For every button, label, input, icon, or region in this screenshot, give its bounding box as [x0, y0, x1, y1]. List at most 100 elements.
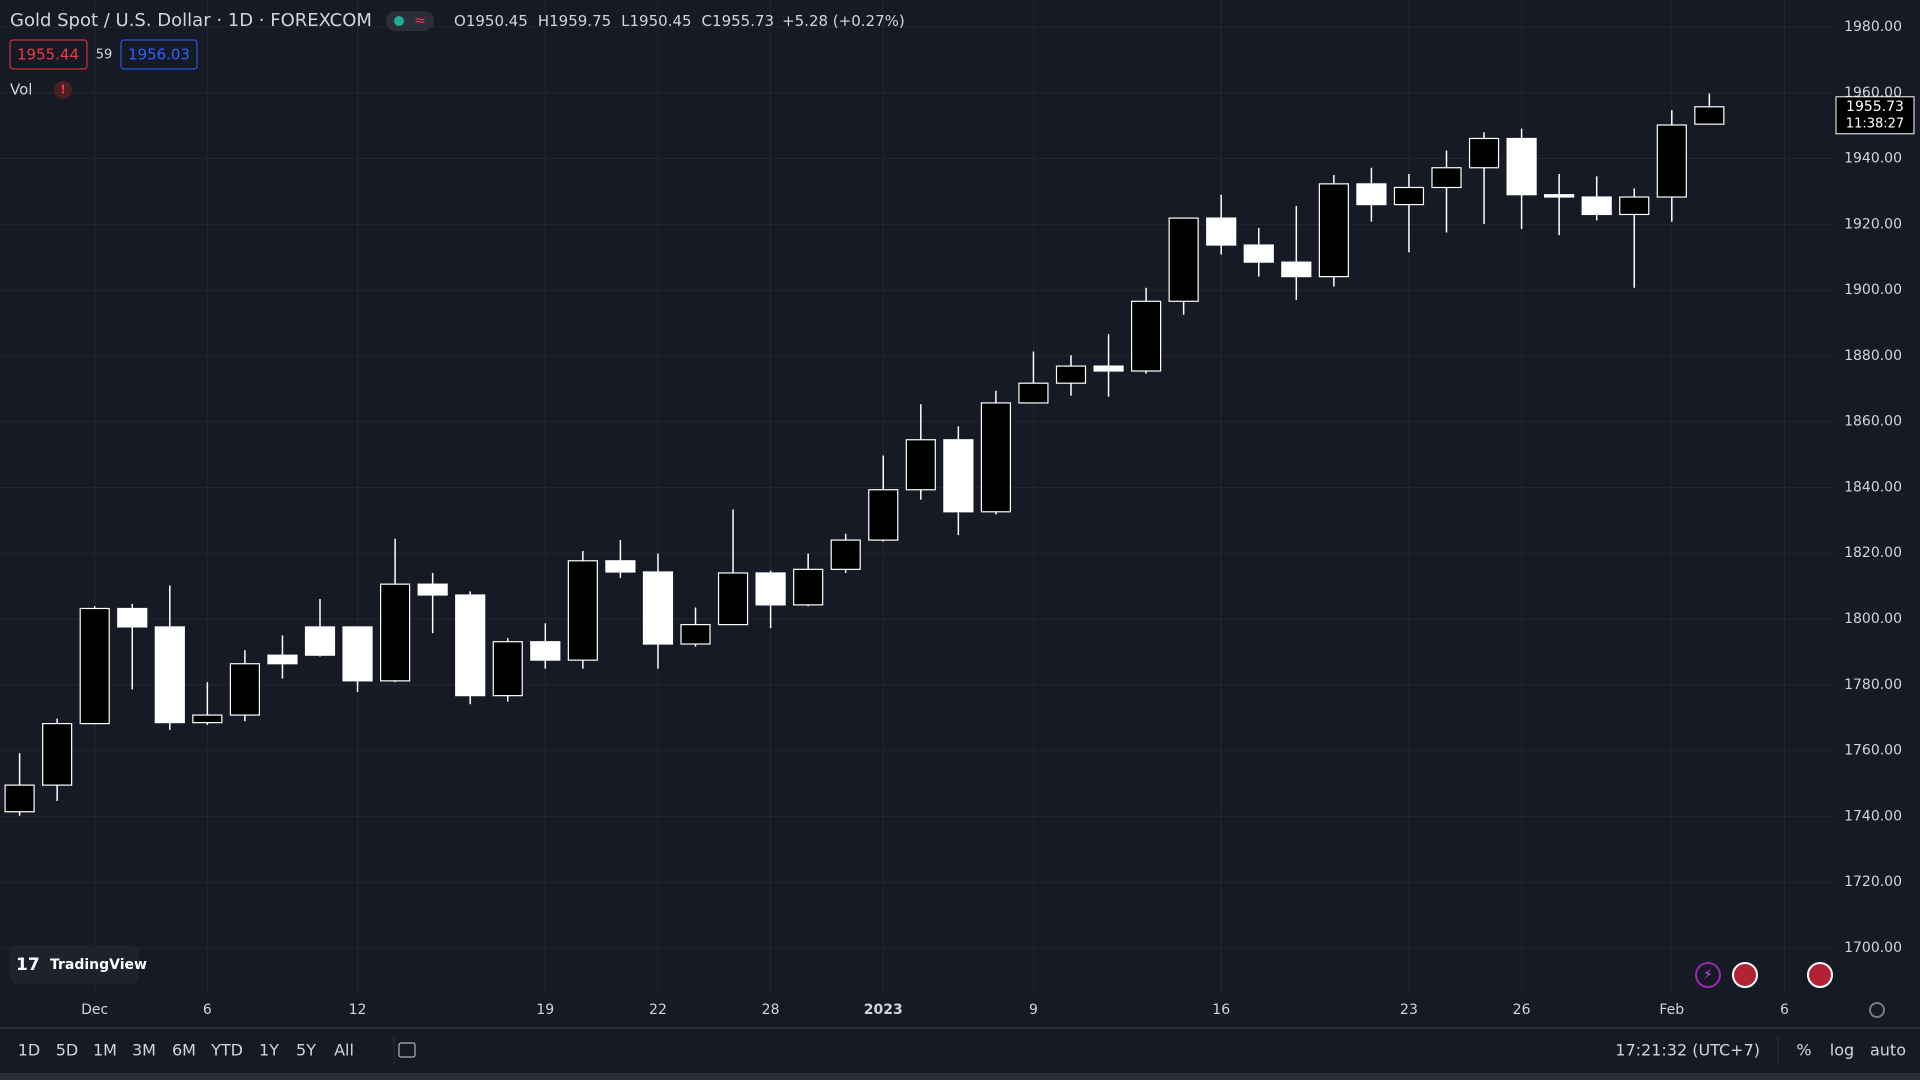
logo-mark: 17 — [16, 955, 40, 975]
candle-body — [79, 607, 110, 725]
scale-option[interactable]: log — [1830, 1041, 1854, 1060]
candle-body — [1506, 137, 1537, 196]
candle-body — [868, 489, 899, 541]
candle-body — [1431, 167, 1462, 189]
range-button[interactable]: 1Y — [259, 1041, 279, 1060]
x-tick-label: 6 — [1780, 1002, 1789, 1018]
price-tag — [1835, 96, 1915, 135]
candle-body — [154, 626, 185, 724]
ohlc-key: L — [621, 12, 630, 30]
candle-body — [1018, 382, 1049, 404]
candle-body — [530, 641, 561, 661]
buy-box[interactable] — [120, 39, 198, 70]
us-event-icon[interactable] — [1807, 962, 1833, 988]
range-button[interactable]: 1M — [93, 1041, 117, 1060]
logo-text: TradingView — [50, 957, 147, 973]
range-button[interactable]: 3M — [132, 1041, 156, 1060]
ohlc-value: 1959.75 — [549, 12, 611, 30]
candle-body — [1093, 365, 1124, 372]
candle-body — [1055, 365, 1087, 384]
candle-body — [793, 568, 824, 606]
candle-body — [1656, 124, 1687, 198]
candle-body — [192, 714, 223, 724]
logo-box[interactable] — [10, 945, 139, 984]
candle-body — [755, 572, 786, 606]
y-tick-label: 1780.00 — [1844, 677, 1902, 693]
ohlc-key: C — [702, 12, 712, 30]
candle-body — [567, 560, 598, 661]
range-button[interactable]: 1D — [18, 1041, 41, 1060]
x-tick-label: 2023 — [864, 1002, 903, 1018]
candle-body — [304, 626, 336, 656]
range-button[interactable]: 6M — [172, 1041, 196, 1060]
us-event-icon[interactable] — [1732, 962, 1758, 988]
candle-body — [905, 439, 936, 491]
candle-body — [342, 626, 373, 682]
candle-body — [642, 571, 674, 645]
price-tag-value: 1955.73 — [1846, 99, 1904, 115]
ohlc-key: O — [454, 12, 466, 30]
x-tick-label: 16 — [1212, 1002, 1230, 1018]
date-range-icon[interactable] — [398, 1042, 416, 1058]
candle-body — [492, 641, 523, 697]
x-tick-label: 19 — [536, 1002, 554, 1018]
x-tick-label: 12 — [349, 1002, 367, 1018]
candle-body — [980, 402, 1012, 513]
range-button[interactable]: YTD — [210, 1041, 243, 1060]
event-glyph: ⚡ — [1703, 968, 1712, 983]
candle-body — [1468, 137, 1500, 169]
status-pill[interactable] — [386, 11, 434, 31]
scale-option[interactable]: % — [1796, 1041, 1811, 1060]
y-tick-label: 1900.00 — [1844, 282, 1902, 298]
candle-body — [1243, 244, 1274, 263]
candle-body — [1206, 217, 1237, 246]
candle-body — [830, 539, 861, 570]
toolbar: 1D 5D 1M 3M 6M YTD 1Y 5Y All 17:21:32 (UTC+7)% log… — [18, 1041, 1906, 1060]
grid — [0, 0, 1835, 992]
candle-body — [680, 624, 711, 645]
y-tick-label: 1800.00 — [1844, 611, 1902, 627]
y-tick-label: 1980.00 — [1844, 19, 1902, 35]
x-tick-label: 28 — [762, 1002, 780, 1018]
candle-body — [1694, 106, 1725, 125]
event-icon[interactable] — [1695, 962, 1721, 988]
candle-body — [1168, 217, 1199, 302]
x-tick-label: 26 — [1513, 1002, 1531, 1018]
candles — [4, 93, 1725, 816]
bar-countdown: 11:38:27 — [1846, 116, 1904, 131]
clock[interactable]: 17:21:32 (UTC+7) — [1615, 1041, 1760, 1060]
candle-body — [1393, 186, 1425, 206]
market-open-dot — [394, 16, 404, 26]
candle-body — [267, 654, 298, 665]
y-tick-label: 1940.00 — [1844, 151, 1902, 167]
volume-error-mark: ! — [60, 83, 65, 97]
candle-body — [605, 560, 636, 573]
y-tick-label: 1840.00 — [1844, 479, 1902, 495]
ask-price: 1956.03 — [128, 46, 190, 64]
candle-body — [117, 607, 148, 628]
ohlc-change: +5.28 (+0.27%) — [782, 12, 905, 30]
x-tick-label: 23 — [1400, 1002, 1418, 1018]
candle-body — [1544, 194, 1575, 198]
x-tick-label: 6 — [203, 1002, 212, 1018]
candle-body — [1130, 300, 1162, 372]
range-button[interactable]: All — [334, 1041, 354, 1060]
range-button[interactable]: 5D — [56, 1041, 79, 1060]
scale-option[interactable]: auto — [1870, 1041, 1906, 1060]
x-tick-label: Feb — [1659, 1002, 1684, 1018]
settings-icon[interactable] — [1869, 1002, 1885, 1018]
y-tick-label: 1740.00 — [1844, 808, 1902, 824]
volume-label: Vol — [10, 81, 32, 99]
y-tick-label: 1760.00 — [1844, 743, 1902, 759]
range-button[interactable]: 5Y — [296, 1041, 316, 1060]
candle-body — [455, 594, 486, 697]
bottom-strip — [0, 1073, 1920, 1080]
x-tick-label: Dec — [81, 1002, 108, 1018]
candle-body — [717, 572, 749, 626]
spread: 59 — [96, 48, 113, 63]
candle-body — [1318, 183, 1349, 278]
volume-error-icon[interactable] — [54, 81, 72, 99]
sell-box[interactable] — [9, 39, 88, 70]
